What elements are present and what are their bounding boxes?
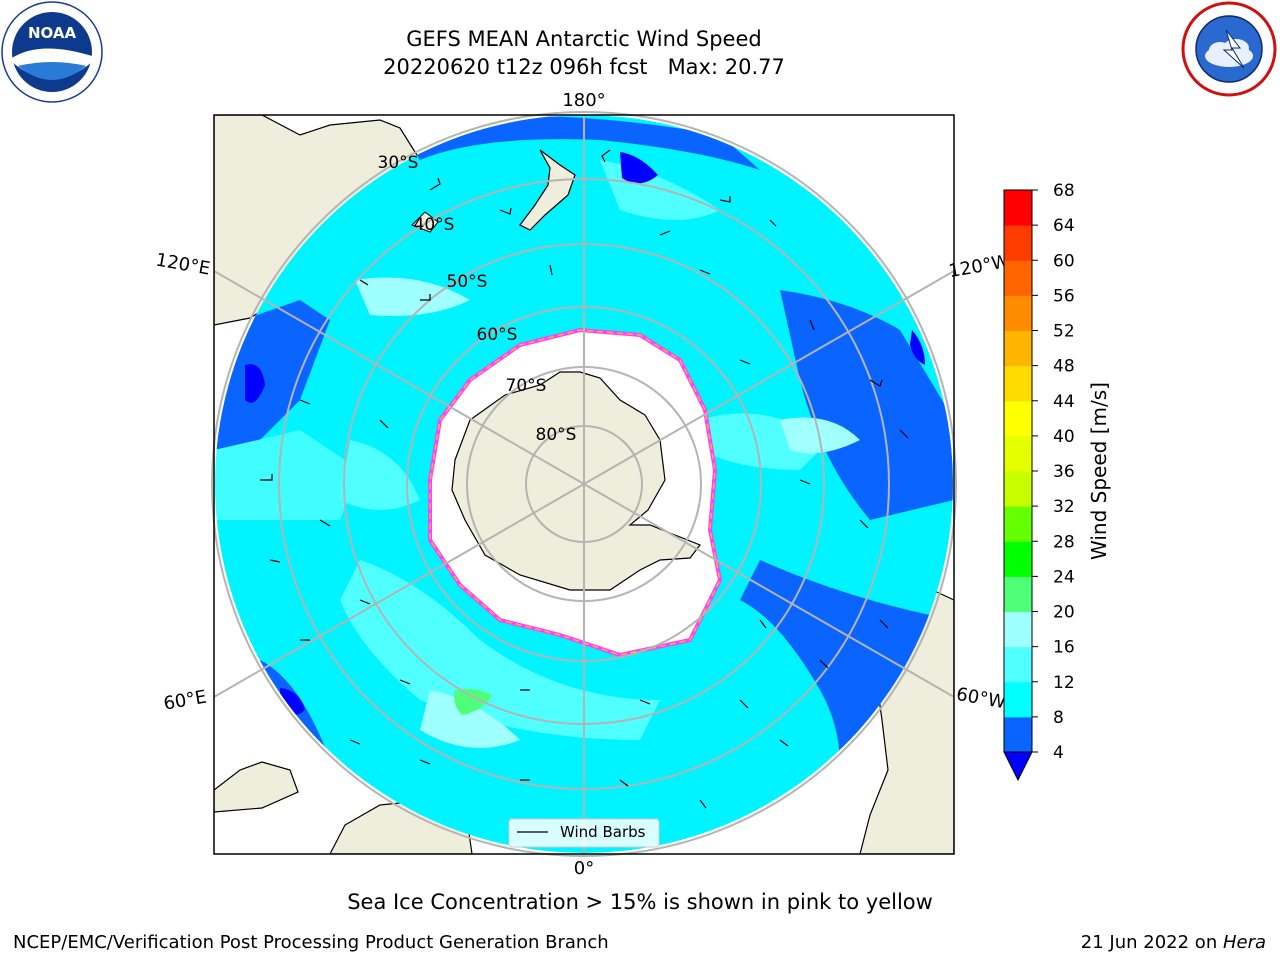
colorbar-tick-label: 36 — [1053, 462, 1075, 482]
colorbar-segment — [1004, 260, 1032, 296]
lon-label-60e: 60°E — [162, 686, 208, 714]
colorbar-tick-label: 60 — [1053, 251, 1075, 271]
lat-label-80s: 80°S — [536, 425, 577, 445]
colorbar-segment — [1004, 611, 1032, 648]
wind-barbs-legend-label: Wind Barbs — [560, 823, 646, 841]
colorbar-segment — [1004, 295, 1032, 331]
lon-label-120e: 120°E — [154, 249, 212, 279]
colorbar-segment — [1004, 365, 1032, 402]
lat-label-70s: 70°S — [506, 376, 547, 396]
lon-label-180: 180° — [562, 90, 605, 111]
footer-date-text: 21 Jun 2022 on — [1080, 932, 1223, 953]
footer-date: 21 Jun 2022 on Hera — [1081, 932, 1266, 953]
colorbar-segment — [1004, 190, 1032, 226]
colorbar-tick-label: 52 — [1053, 322, 1075, 342]
colorbar-ticks: 68 64 60 56 52 48 44 40 36 32 28 24 20 16 12 8 4 — [1032, 181, 1075, 763]
noaa-logo: NOAA — [1, 1, 103, 103]
sea-ice-caption: Sea Ice Concentration > 15% is shown in … — [347, 890, 933, 914]
colorbar-tick-label: 64 — [1053, 216, 1075, 236]
colorbar-segment — [1004, 330, 1032, 367]
colorbar-tick-label: 44 — [1053, 392, 1075, 412]
lat-label-60s: 60°S — [477, 325, 518, 345]
lon-label-120w: 120°W — [947, 251, 1011, 282]
colorbar-tick-label: 24 — [1053, 567, 1075, 587]
colorbar-tick-label: 8 — [1053, 708, 1064, 728]
colorbar-under-arrow — [1003, 751, 1033, 782]
colorbar-segment — [1004, 576, 1032, 612]
noaa-logo-text: NOAA — [28, 24, 77, 42]
colorbar-tick-label: 40 — [1053, 427, 1075, 447]
colorbar-segment — [1004, 225, 1032, 261]
colorbar-segment — [1004, 400, 1032, 437]
colorbar-segment — [1004, 716, 1032, 753]
footer-credit: NCEP/EMC/Verification Post Processing Pr… — [13, 932, 609, 953]
lat-label-30s: 30°S — [378, 153, 419, 173]
colorbar-segment — [1004, 681, 1032, 718]
lon-label-60w: 60°W — [955, 684, 1008, 713]
colorbar-segment — [1004, 646, 1032, 683]
colorbar-tick-label: 12 — [1053, 673, 1075, 693]
lat-label-50s: 50°S — [447, 272, 488, 292]
nws-logo — [1181, 1, 1277, 97]
colorbar-tick-label: 32 — [1053, 497, 1075, 517]
wind-barbs-legend: Wind Barbs — [508, 818, 660, 848]
map-title: GEFS MEAN Antarctic Wind Speed — [406, 27, 762, 51]
colorbar-tick-label: 16 — [1053, 638, 1075, 658]
colorbar-tick-label: 28 — [1053, 532, 1075, 552]
graticule — [211, 111, 957, 857]
footer-host: Hera — [1222, 932, 1266, 953]
colorbar-segment — [1004, 471, 1032, 507]
lon-label-0: 0° — [574, 858, 594, 879]
lat-label-40s: 40°S — [414, 215, 455, 235]
colorbar-tick-label: 20 — [1053, 603, 1075, 623]
antarctica — [451, 371, 701, 591]
colorbar-segment — [1004, 506, 1032, 542]
colorbar-segment — [1004, 541, 1032, 577]
colorbar-label: Wind Speed [m/s] — [1087, 382, 1111, 560]
map-subtitle: 20220620 t12z 096h fcst Max: 20.77 — [383, 55, 785, 79]
colorbar-tick-label: 4 — [1053, 743, 1064, 763]
wind-barbs — [260, 149, 909, 809]
colorbar-tick-label: 68 — [1053, 181, 1075, 201]
colorbar-segment — [1004, 435, 1032, 472]
colorbar-tick-label: 48 — [1053, 357, 1075, 377]
colorbar-tick-label: 56 — [1053, 286, 1075, 306]
colorbar — [1004, 190, 1032, 753]
